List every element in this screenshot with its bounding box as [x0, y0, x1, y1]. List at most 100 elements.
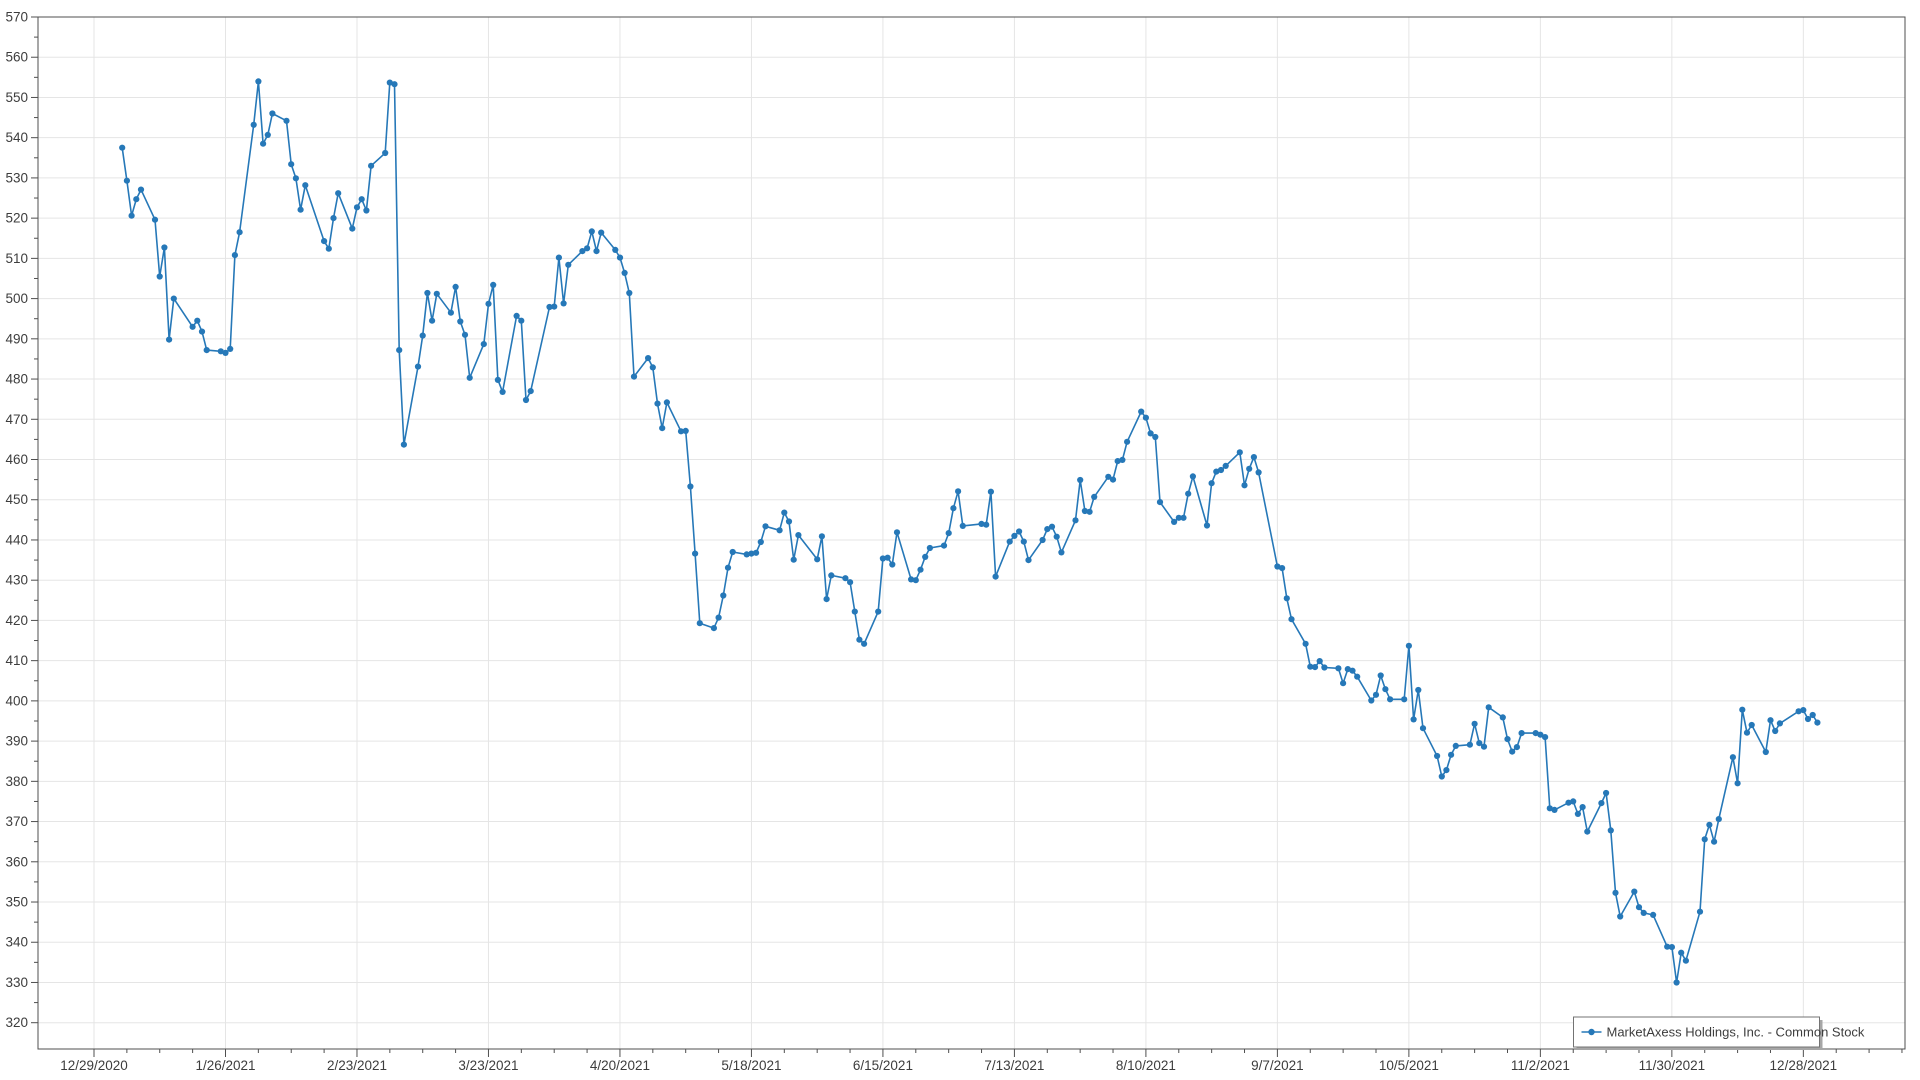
data-point: [1668, 944, 1675, 951]
data-point: [1401, 696, 1408, 703]
data-point: [457, 318, 464, 325]
data-point: [1203, 522, 1211, 529]
data-point: [856, 636, 863, 643]
data-point: [584, 245, 591, 252]
data-point: [785, 518, 793, 525]
data-point: [288, 161, 295, 168]
x-axis-label: 10/5/2021: [1379, 1058, 1439, 1073]
data-point: [842, 575, 849, 582]
data-point: [1185, 490, 1192, 497]
data-point: [1715, 816, 1722, 823]
y-axis-label: 320: [5, 1015, 28, 1030]
data-point: [1518, 730, 1525, 737]
legend-marker-dot: [1588, 1028, 1595, 1036]
data-point: [1288, 616, 1295, 623]
data-point: [1480, 743, 1488, 750]
data-point: [1767, 717, 1774, 724]
data-point: [1119, 456, 1126, 463]
y-axis-label: 340: [5, 935, 28, 950]
data-point: [743, 551, 750, 558]
data-point: [1105, 473, 1112, 480]
data-point: [447, 309, 454, 316]
data-point: [790, 556, 797, 563]
data-point: [166, 336, 173, 343]
data-point: [1368, 697, 1375, 704]
data-point: [1053, 533, 1060, 540]
y-axis-label: 530: [5, 170, 28, 185]
data-point: [1607, 827, 1614, 834]
data-point: [1476, 740, 1483, 747]
data-point: [1189, 473, 1196, 480]
data-point: [386, 79, 393, 86]
data-point: [692, 550, 699, 557]
data-point: [560, 300, 567, 307]
data-point: [1236, 449, 1243, 456]
x-axis-label: 2/23/2021: [327, 1058, 387, 1073]
data-point: [1664, 943, 1671, 950]
data-point: [292, 175, 299, 182]
data-point: [626, 289, 633, 297]
data-point: [781, 509, 788, 516]
data-point: [269, 110, 276, 117]
data-point: [1650, 911, 1657, 919]
data-point: [1039, 536, 1046, 544]
data-point: [170, 295, 177, 302]
data-point: [161, 244, 168, 251]
data-point: [1546, 805, 1553, 812]
data-point: [325, 245, 332, 252]
data-point: [1640, 909, 1647, 917]
data-point: [1124, 438, 1131, 445]
data-point: [1579, 804, 1586, 811]
data-point: [555, 254, 563, 261]
y-axis-label: 440: [5, 532, 28, 547]
y-axis-label: 430: [5, 573, 28, 588]
data-point: [1551, 806, 1558, 814]
data-point: [1006, 538, 1013, 545]
data-point: [926, 544, 934, 552]
data-point: [1635, 904, 1643, 911]
y-axis-label: 370: [5, 814, 28, 829]
data-point: [1570, 798, 1577, 805]
data-point: [1701, 836, 1708, 843]
data-point: [682, 427, 689, 434]
data-point: [1565, 799, 1572, 806]
data-point: [720, 592, 727, 599]
data-point: [1696, 908, 1704, 915]
data-point: [353, 204, 361, 211]
data-point: [1743, 729, 1751, 736]
data-point: [795, 532, 802, 539]
data-point: [828, 572, 835, 579]
data-point: [1382, 686, 1389, 693]
x-axis-label: 11/30/2021: [1639, 1058, 1706, 1073]
data-point: [396, 347, 403, 354]
data-point: [137, 186, 145, 193]
data-point: [1377, 672, 1384, 679]
data-point: [917, 566, 924, 573]
data-point: [884, 554, 891, 561]
data-point: [875, 608, 882, 615]
data-point: [297, 206, 304, 213]
data-point: [959, 522, 966, 530]
data-point: [546, 303, 553, 311]
data-point: [1443, 767, 1450, 774]
x-axis-label: 8/10/2021: [1116, 1058, 1176, 1073]
data-point: [889, 561, 896, 568]
y-axis-label: 450: [5, 492, 28, 507]
data-point: [565, 261, 572, 268]
data-point: [1584, 828, 1591, 835]
data-point: [499, 388, 506, 395]
data-point: [485, 300, 492, 307]
data-point: [593, 248, 600, 255]
y-axis-label: 490: [5, 331, 28, 346]
data-point: [527, 388, 534, 395]
data-point: [621, 269, 628, 276]
data-point: [1081, 507, 1088, 515]
data-point: [452, 283, 459, 290]
data-point: [950, 505, 957, 512]
y-axis-label: 400: [5, 693, 28, 708]
y-axis-label: 520: [5, 211, 28, 226]
data-point: [1537, 731, 1544, 738]
data-point: [227, 345, 234, 352]
data-point: [302, 182, 309, 189]
